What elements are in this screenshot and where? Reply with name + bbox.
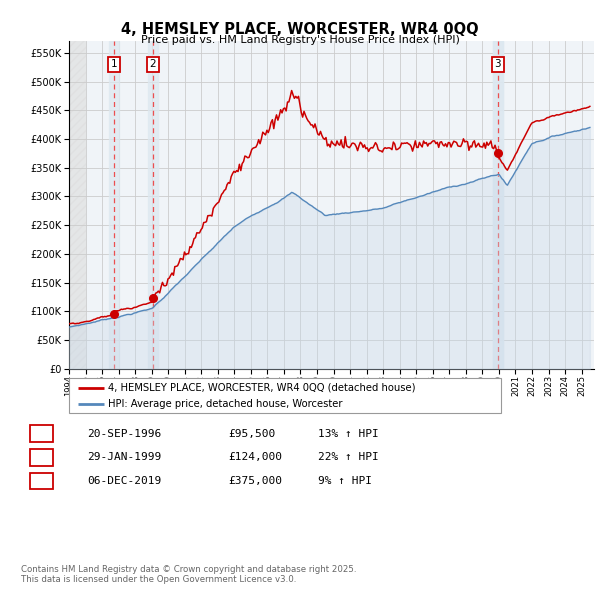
Text: 22% ↑ HPI: 22% ↑ HPI — [318, 453, 379, 462]
Text: £95,500: £95,500 — [228, 429, 275, 438]
Text: 29-JAN-1999: 29-JAN-1999 — [87, 453, 161, 462]
Text: Contains HM Land Registry data © Crown copyright and database right 2025.
This d: Contains HM Land Registry data © Crown c… — [21, 565, 356, 584]
Text: £124,000: £124,000 — [228, 453, 282, 462]
Bar — [493, 41, 503, 369]
Text: HPI: Average price, detached house, Worcester: HPI: Average price, detached house, Worc… — [108, 399, 343, 409]
Bar — [148, 41, 158, 369]
Bar — [69, 41, 86, 369]
Text: 20-SEP-1996: 20-SEP-1996 — [87, 429, 161, 438]
Text: 4, HEMSLEY PLACE, WORCESTER, WR4 0QQ: 4, HEMSLEY PLACE, WORCESTER, WR4 0QQ — [121, 22, 479, 37]
Text: 1: 1 — [38, 429, 45, 438]
Bar — [109, 41, 119, 369]
Text: 13% ↑ HPI: 13% ↑ HPI — [318, 429, 379, 438]
Text: 4, HEMSLEY PLACE, WORCESTER, WR4 0QQ (detached house): 4, HEMSLEY PLACE, WORCESTER, WR4 0QQ (de… — [108, 382, 415, 392]
Text: 06-DEC-2019: 06-DEC-2019 — [87, 476, 161, 486]
Text: 1: 1 — [110, 59, 117, 69]
Text: 3: 3 — [38, 476, 45, 486]
Bar — [493, 41, 503, 369]
Text: 2: 2 — [149, 59, 157, 69]
Text: Price paid vs. HM Land Registry's House Price Index (HPI): Price paid vs. HM Land Registry's House … — [140, 35, 460, 45]
Text: 2: 2 — [38, 453, 45, 462]
Text: 9% ↑ HPI: 9% ↑ HPI — [318, 476, 372, 486]
Text: £375,000: £375,000 — [228, 476, 282, 486]
Text: 3: 3 — [494, 59, 501, 69]
